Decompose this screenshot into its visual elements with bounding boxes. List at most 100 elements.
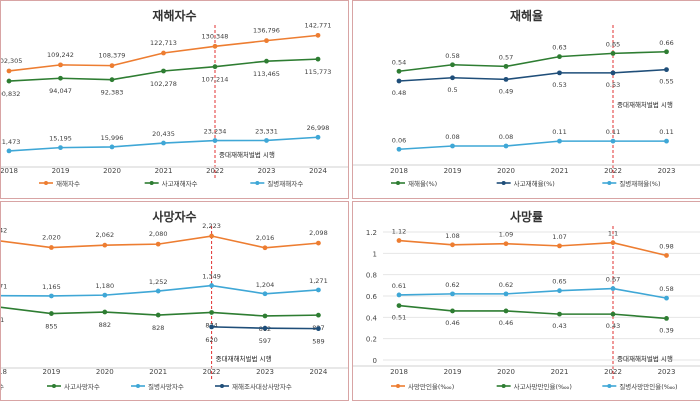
data-point: [450, 143, 455, 149]
data-label: 2,016: [256, 234, 275, 242]
data-label: 0.08: [445, 133, 459, 141]
legend-item: 질병사망만인율(‱): [602, 382, 678, 391]
chart-title: 재해자수: [152, 8, 196, 23]
data-point: [557, 138, 562, 144]
data-point: [102, 242, 108, 248]
data-label: 0.5: [447, 86, 457, 94]
legend-item: 재해조사대상사망자수: [215, 382, 292, 391]
data-point: [503, 143, 509, 149]
data-point: [315, 32, 321, 38]
data-point: [557, 311, 562, 317]
data-label: 0.08: [499, 133, 513, 141]
annotation-text: 중대재해처벌법 시행: [617, 354, 673, 363]
data-label: 0.49: [499, 87, 513, 95]
y-tick-label: 1: [373, 250, 377, 258]
data-label: 0.11: [552, 128, 566, 136]
chart-title: 사망률: [510, 209, 543, 224]
chart-title: 재해율: [510, 9, 543, 23]
data-label: 1,349: [202, 273, 221, 281]
chart-panel-injury-rate: 재해율 2018 2019 2020 2021 2022 2023 0.54 0.58 0.57 0…: [352, 0, 700, 199]
data-label: 136,796: [253, 27, 280, 35]
data-point: [450, 291, 455, 297]
data-label: 0.65: [606, 40, 620, 48]
legend-label: 사고재해자수: [162, 179, 198, 188]
legend-label: 사고사망만인율(‱): [514, 382, 572, 391]
x-tick-label: 2018: [390, 368, 408, 376]
legend-marker: [220, 384, 224, 388]
data-label: 1.1: [608, 230, 618, 238]
x-tick-label: 2023: [256, 368, 274, 376]
data-point: [161, 50, 166, 56]
chart-svg-3: 0 0.2 0.4 0.6 0.8 1 1.2 사망률 2018 2019 2020 2021 2022…: [353, 209, 700, 391]
legend-marker: [136, 384, 140, 388]
data-label: 142,771: [305, 21, 332, 29]
data-point: [610, 311, 616, 317]
data-label: 0.48: [392, 89, 406, 97]
series-line-1: [398, 304, 667, 320]
data-label: 1.07: [552, 233, 566, 241]
x-tick-label: 2022: [203, 368, 221, 376]
data-label: 0.66: [659, 39, 673, 47]
legend-item: 질병재해율(%): [602, 179, 660, 188]
data-point: [262, 245, 268, 251]
chart-svg-1: 재해율 2018 2019 2020 2021 2022 2023 0.54 0.58 0.57 0…: [353, 9, 700, 188]
data-point: [109, 77, 115, 83]
data-label: 1.12: [392, 228, 406, 236]
annotation-text: 중대재해처벌법 시행: [219, 150, 275, 159]
data-label: 130,348: [202, 32, 229, 40]
data-label: 23,234: [204, 128, 227, 136]
y-tick-label: 0.6: [366, 293, 378, 301]
data-point: [49, 245, 54, 250]
data-point: [161, 140, 166, 146]
data-label: 0.61: [392, 282, 406, 290]
data-point: [664, 295, 669, 301]
data-label: 2,020: [42, 234, 61, 242]
data-label: 26,998: [307, 124, 330, 132]
data-point: [557, 288, 562, 294]
x-tick-label: 2020: [497, 167, 515, 175]
data-label: 0.58: [659, 285, 673, 293]
data-point: [212, 43, 218, 49]
data-label: 0.55: [659, 78, 673, 86]
legend-label: 질병사망자수: [148, 382, 184, 391]
data-point: [503, 76, 509, 82]
legend-marker: [607, 384, 612, 388]
data-point: [610, 286, 616, 291]
data-label: 1,171: [1, 283, 7, 291]
data-point: [315, 56, 321, 62]
y-tick-label: 0.8: [366, 272, 377, 280]
data-point: [155, 241, 161, 247]
data-label: 1.09: [499, 231, 513, 239]
data-point: [155, 288, 161, 294]
data-label: 1.08: [445, 232, 459, 240]
annotation-text: 중대재해처벌법 시행: [617, 100, 673, 109]
data-label: 0.58: [445, 52, 459, 60]
data-point: [610, 50, 616, 56]
legend-marker: [501, 181, 506, 185]
y-tick-label: 0.2: [366, 336, 377, 344]
x-tick-label: 2023: [658, 368, 676, 376]
data-label: 20,435: [152, 130, 175, 138]
legend-item: 사고재해자수: [144, 179, 198, 188]
data-label: 2,062: [95, 231, 114, 239]
data-point: [212, 64, 218, 70]
data-label: 109,242: [47, 51, 74, 59]
data-point: [396, 78, 402, 84]
data-point: [316, 312, 321, 318]
data-point: [610, 70, 616, 76]
data-label: 589: [312, 338, 324, 346]
data-label: 0.43: [552, 322, 566, 330]
y-tick-label: 0.4: [366, 314, 378, 322]
data-point: [316, 287, 321, 293]
series-line-2: [398, 287, 667, 299]
x-tick-label: 2018: [1, 368, 7, 376]
data-label: 971: [1, 316, 4, 324]
data-point: [209, 233, 215, 239]
data-point: [49, 293, 54, 299]
y-tick-label: 0: [373, 357, 377, 365]
legend-item: 사고재해율(%): [496, 179, 555, 188]
series-line-2: [398, 140, 667, 151]
legend-label: 재해율(%): [408, 179, 437, 188]
data-label: 0.39: [659, 326, 673, 334]
data-point: [557, 54, 562, 60]
